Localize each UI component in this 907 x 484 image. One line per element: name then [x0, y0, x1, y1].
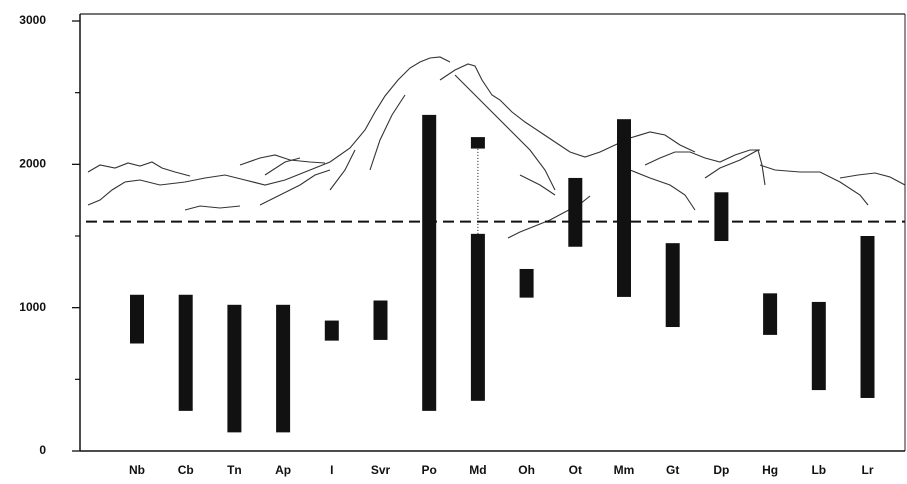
x-tick-label: Mm: [614, 463, 635, 477]
range-bar: [666, 243, 680, 327]
x-tick-label: I: [330, 463, 333, 477]
range-bar: [471, 234, 485, 401]
range-bar: [276, 305, 290, 433]
range-bar: [374, 301, 388, 340]
range-bar: [714, 192, 728, 241]
x-tick-label: Lr: [862, 463, 874, 477]
x-tick-label: Tn: [227, 463, 242, 477]
y-tick-label: 1000: [19, 300, 46, 314]
range-bar: [130, 295, 144, 344]
x-tick-label: Cb: [178, 463, 194, 477]
x-tick-label: Lb: [811, 463, 826, 477]
chart: 0 1000 2000 3000 Nb Cb Tn Ap I Svr Po Md Oh Ot Mm Gt Dp H…: [0, 0, 907, 484]
range-bar: [325, 321, 339, 341]
x-tick-label: Ot: [569, 463, 582, 477]
range-bar: [520, 269, 534, 298]
range-bar: [422, 115, 436, 411]
range-bar: [861, 236, 875, 398]
y-tick-label: 3000: [19, 13, 46, 27]
range-bar: [617, 119, 631, 297]
x-tick-label: Oh: [518, 463, 535, 477]
x-tick-label: Dp: [713, 463, 729, 477]
range-bar: [812, 302, 826, 390]
range-bar: [763, 293, 777, 335]
x-tick-label: Svr: [371, 463, 391, 477]
x-tick-label: Md: [469, 463, 486, 477]
range-bar: [227, 305, 241, 433]
range-bar: [568, 178, 582, 247]
x-tick-label: Hg: [762, 463, 778, 477]
y-tick-label: 0: [39, 443, 46, 457]
x-tick-label: Ap: [275, 463, 291, 477]
range-bar: [471, 137, 485, 148]
range-bar: [179, 295, 193, 411]
mountain-sketch: [88, 57, 905, 238]
x-tick-label: Nb: [129, 463, 145, 477]
x-tick-label: Gt: [666, 463, 679, 477]
x-tick-label: Po: [422, 463, 437, 477]
y-tick-label: 2000: [19, 157, 46, 171]
